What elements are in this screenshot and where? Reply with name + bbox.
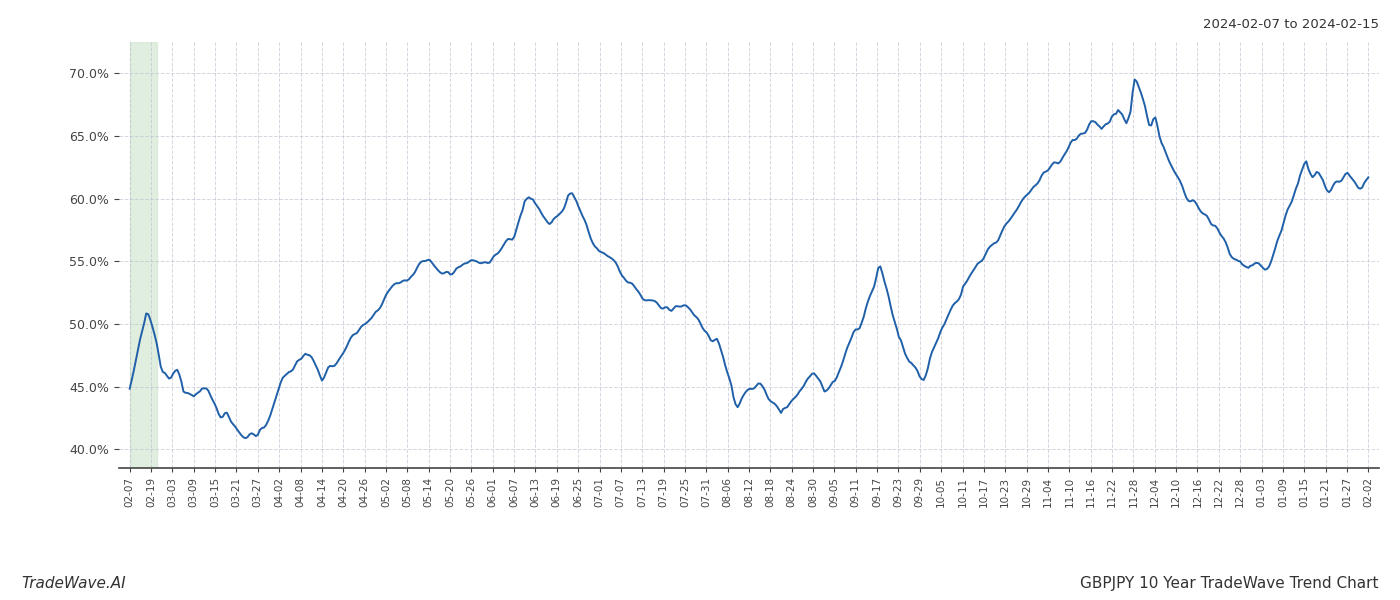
Text: GBPJPY 10 Year TradeWave Trend Chart: GBPJPY 10 Year TradeWave Trend Chart	[1081, 576, 1379, 591]
Bar	[130, 42, 157, 468]
Text: 2024-02-07 to 2024-02-15: 2024-02-07 to 2024-02-15	[1203, 18, 1379, 31]
Text: TradeWave.AI: TradeWave.AI	[21, 576, 126, 591]
